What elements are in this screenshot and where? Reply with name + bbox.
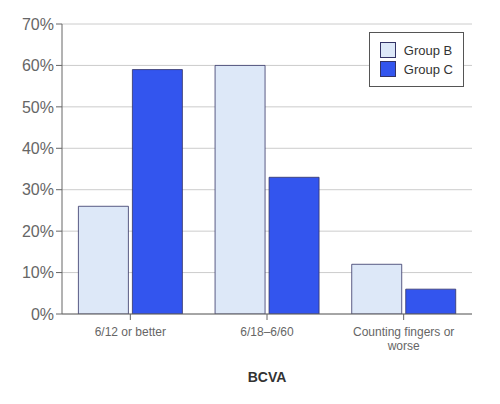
svg-text:30%: 30% [22, 181, 54, 198]
svg-text:6/12 or better: 6/12 or better [95, 325, 166, 339]
svg-text:50%: 50% [22, 99, 54, 116]
svg-text:10%: 10% [22, 264, 54, 281]
svg-text:20%: 20% [22, 223, 54, 240]
svg-text:60%: 60% [22, 57, 54, 74]
svg-text:BCVA: BCVA [248, 369, 287, 385]
html-text:Group C: Group C [403, 61, 453, 77]
svg-text:40%: 40% [22, 140, 54, 157]
svg-text:Counting fingers orworse: Counting fingers orworse [353, 325, 454, 353]
html-text:Group B: Group B [403, 42, 453, 58]
svg-text:70%: 70% [22, 16, 54, 33]
svg-text:6/18–6/60: 6/18–6/60 [240, 325, 294, 339]
svg-text:0%: 0% [31, 306, 54, 323]
